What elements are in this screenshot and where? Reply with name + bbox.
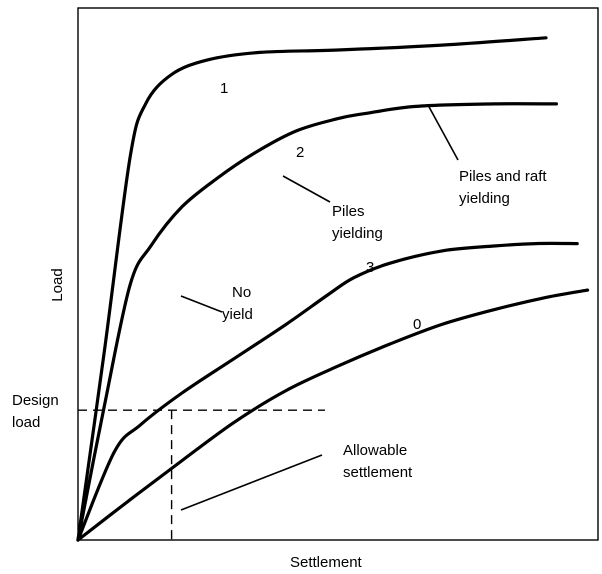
curve-3: [76, 241, 579, 542]
curve-label-3: 3: [366, 259, 374, 276]
leader-no-yield: [180, 295, 223, 313]
y-axis-label: Load: [49, 268, 66, 301]
x-axis-label: Settlement: [290, 554, 363, 571]
curve-label-1: 1: [220, 80, 228, 97]
curve-1: [76, 36, 548, 542]
annotation-allowable-settlement: Allowable settlement: [343, 442, 413, 481]
curve-2: [76, 102, 558, 542]
leader-piles-yielding: [282, 175, 331, 203]
curve-label-2: 2: [296, 144, 304, 161]
leader-piles-raft-yielding: [427, 104, 459, 161]
leader-allowable-settlement: [180, 454, 323, 511]
curve-label-0: 0: [413, 316, 421, 333]
curve-0: [76, 288, 590, 542]
annotation-piles-raft-yielding: Piles and raft yielding: [459, 168, 551, 207]
plot-frame: [77, 7, 599, 541]
annotation-no-yield: No yield: [222, 284, 255, 323]
annotation-design-load: Design load: [12, 392, 63, 431]
annotation-piles-yielding: Piles yielding: [332, 203, 383, 242]
